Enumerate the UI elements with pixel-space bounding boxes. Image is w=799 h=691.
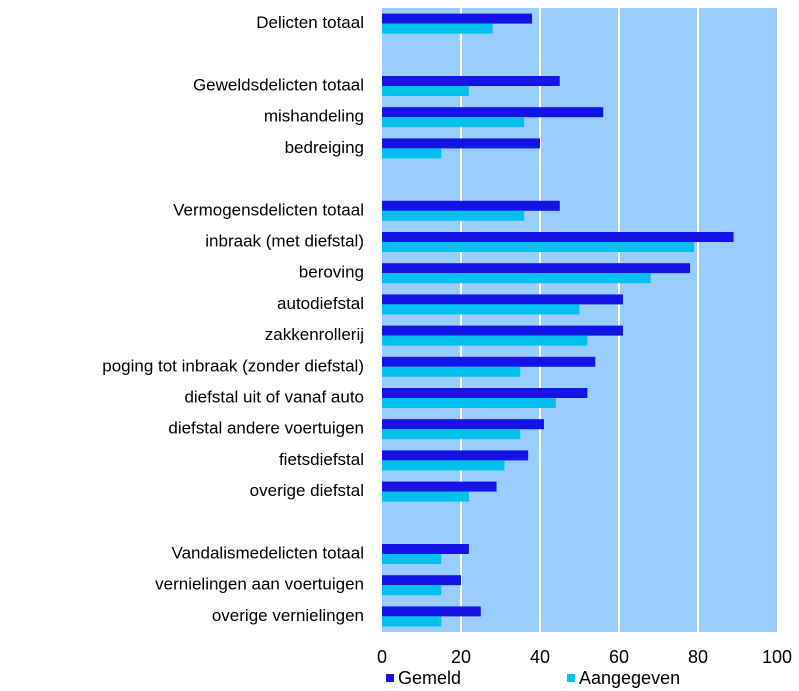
y-tick-label: Delicten totaal [256, 13, 364, 32]
legend-swatch [567, 674, 575, 682]
y-tick-label: diefstal uit of vanaf auto [184, 387, 364, 406]
x-tick-label: 20 [451, 647, 471, 667]
y-tick-label: Geweldsdelicten totaal [193, 75, 364, 94]
bar [382, 273, 651, 284]
legend-label: Aangegeven [579, 668, 680, 688]
legend-label: Gemeld [398, 668, 461, 688]
bar [382, 107, 604, 118]
bar [382, 575, 461, 586]
y-tick-label: Vandalismedelicten totaal [172, 543, 364, 562]
bar [382, 460, 505, 471]
bar [382, 419, 544, 430]
bar [382, 356, 596, 367]
bar [382, 606, 481, 617]
bar [382, 242, 695, 252]
bar [382, 304, 580, 315]
bar [382, 138, 540, 149]
bar [382, 263, 691, 274]
bar [382, 23, 493, 34]
bar [382, 117, 525, 128]
y-tick-label: overige diefstal [250, 481, 364, 500]
bar [382, 13, 533, 24]
bar [382, 554, 442, 564]
bar [382, 335, 588, 346]
bar [382, 294, 623, 305]
y-tick-label: diefstal andere voertuigen [168, 419, 364, 438]
bar [382, 398, 556, 408]
legend-swatch [386, 674, 394, 682]
plot-area [382, 8, 777, 632]
y-tick-label: vernielingen aan voertuigen [155, 575, 364, 594]
bar [382, 232, 734, 242]
bar [382, 491, 469, 502]
y-tick-label: mishandeling [264, 107, 364, 126]
bar [382, 450, 529, 461]
y-tick-label: bedreiging [285, 138, 364, 157]
x-tick-label: 40 [530, 647, 550, 667]
bar [382, 585, 442, 596]
bar [382, 544, 469, 554]
bar [382, 616, 442, 627]
bar [382, 86, 469, 96]
bar [382, 76, 560, 86]
bar [382, 210, 525, 221]
bar [382, 481, 497, 492]
x-tick-label: 100 [762, 647, 792, 667]
x-tick-label: 80 [688, 647, 708, 667]
bar [382, 148, 442, 159]
y-tick-label: beroving [299, 263, 364, 282]
y-tick-label: poging tot inbraak (zonder diefstal) [102, 356, 364, 375]
x-tick-label: 60 [609, 647, 629, 667]
bar [382, 200, 560, 211]
x-tick-label: 0 [377, 647, 387, 667]
bar [382, 366, 521, 377]
bar [382, 429, 521, 440]
y-tick-label: fietsdiefstal [279, 450, 364, 469]
y-tick-label: Vermogensdelicten totaal [173, 200, 364, 219]
y-tick-label: overige vernielingen [212, 606, 364, 625]
y-tick-label: inbraak (met diefstal) [205, 231, 364, 250]
y-tick-label: autodiefstal [277, 294, 364, 313]
bar [382, 388, 588, 398]
y-tick-label: zakkenrollerij [265, 325, 364, 344]
bar [382, 325, 623, 336]
